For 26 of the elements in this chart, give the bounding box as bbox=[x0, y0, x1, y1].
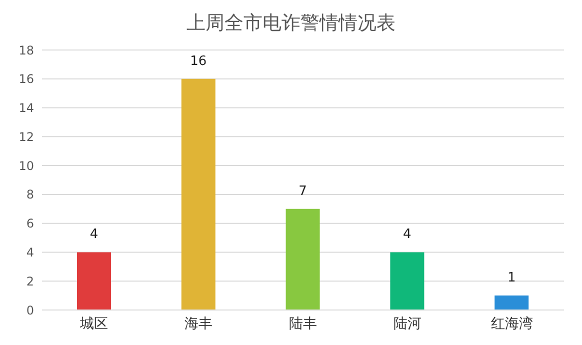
y-tick-label: 16 bbox=[18, 72, 34, 86]
y-tick-label: 4 bbox=[26, 245, 34, 260]
chart-title: 上周全市电诈警情情况表 bbox=[186, 11, 396, 36]
bar bbox=[286, 208, 320, 310]
bar bbox=[390, 252, 424, 310]
y-tick-label: 2 bbox=[26, 274, 34, 288]
y-tick-label: 18 bbox=[18, 43, 34, 58]
x-tick-label: 红海湾 bbox=[490, 316, 533, 332]
y-tick-label: 0 bbox=[26, 303, 34, 318]
x-tick-label: 陆丰 bbox=[289, 316, 317, 332]
y-tick-label: 8 bbox=[26, 188, 34, 202]
x-tick-label: 海丰 bbox=[184, 316, 213, 332]
data-label: 7 bbox=[298, 184, 307, 199]
data-label: 4 bbox=[90, 227, 98, 242]
y-tick-label: 12 bbox=[18, 130, 34, 144]
data-label: 16 bbox=[190, 54, 207, 69]
bar bbox=[181, 78, 216, 310]
y-tick-label: 10 bbox=[18, 158, 34, 173]
bar bbox=[494, 296, 529, 310]
data-label: 1 bbox=[507, 270, 516, 286]
x-tick-label: 陆河 bbox=[393, 316, 422, 332]
y-tick-label: 6 bbox=[26, 216, 34, 231]
y-tick-label: 14 bbox=[18, 101, 34, 116]
x-tick-label: 城区 bbox=[79, 316, 108, 332]
bar bbox=[77, 252, 111, 310]
data-label: 4 bbox=[403, 227, 412, 242]
